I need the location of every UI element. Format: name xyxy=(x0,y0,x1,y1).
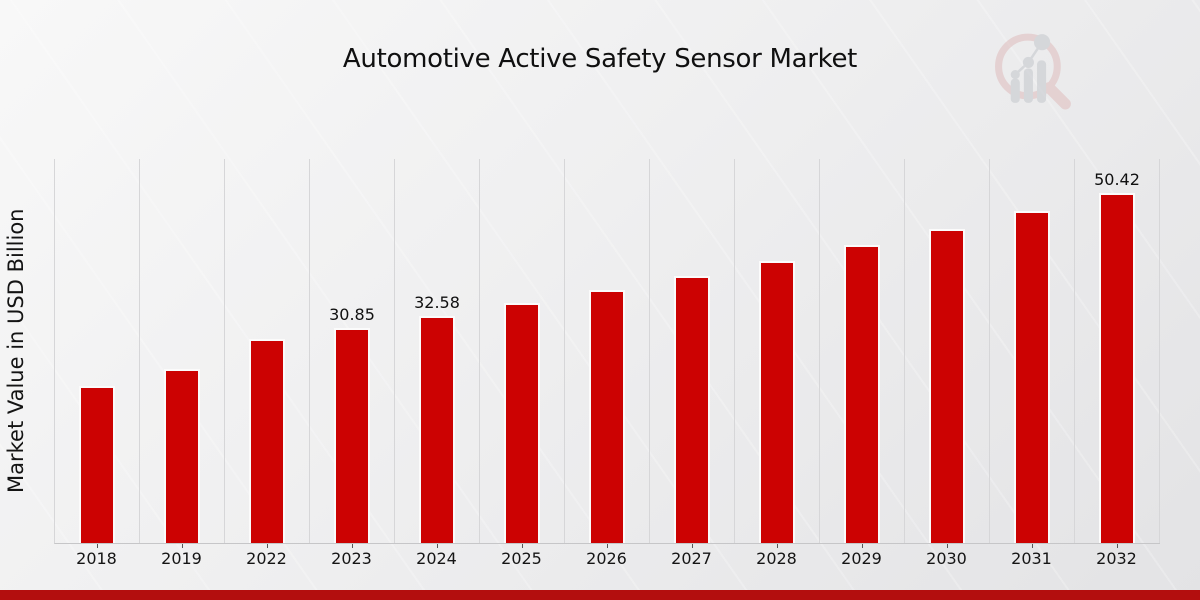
x-axis-tick xyxy=(97,544,98,548)
x-tick-label-2022: 2022 xyxy=(246,549,287,568)
x-axis-tick xyxy=(437,544,438,548)
bar-2030 xyxy=(929,229,965,543)
brand-logo-watermark-icon xyxy=(995,33,1071,110)
plot-column-2023: 30.85 xyxy=(310,159,395,548)
x-axis-tick xyxy=(862,544,863,548)
bar-2023 xyxy=(334,328,370,543)
x-tick-label-2027: 2027 xyxy=(671,549,712,568)
plot-column-2028 xyxy=(735,159,820,548)
x-axis-tick xyxy=(267,544,268,548)
plot-column-2024: 32.58 xyxy=(395,159,480,548)
x-tick-label-2019: 2019 xyxy=(161,549,202,568)
plot-column-2026 xyxy=(565,159,650,548)
x-tick-label-2018: 2018 xyxy=(76,549,117,568)
plot-column-2025 xyxy=(480,159,565,548)
plot-column-2029 xyxy=(820,159,905,548)
x-axis-tick xyxy=(692,544,693,548)
x-tick-label-2023: 2023 xyxy=(331,549,372,568)
x-tick-label-2028: 2028 xyxy=(756,549,797,568)
x-tick-label-2032: 2032 xyxy=(1096,549,1137,568)
plot-column-2030 xyxy=(905,159,990,548)
bar-2025 xyxy=(504,303,540,543)
bar-value-label-2032: 50.42 xyxy=(1094,170,1140,189)
bar-2028 xyxy=(759,261,795,543)
x-axis-tick xyxy=(182,544,183,548)
plot-column-2019 xyxy=(140,159,225,548)
x-axis-tick xyxy=(947,544,948,548)
plot-column-2027 xyxy=(650,159,735,548)
bar-2031 xyxy=(1014,211,1050,543)
bar-2029 xyxy=(844,245,880,543)
x-tick-label-2026: 2026 xyxy=(586,549,627,568)
x-tick-label-2030: 2030 xyxy=(926,549,967,568)
x-tick-label-2025: 2025 xyxy=(501,549,542,568)
chart-title: Automotive Active Safety Sensor Market xyxy=(342,44,858,74)
x-tick-label-2029: 2029 xyxy=(841,549,882,568)
plot-area: 30.85 32.58 50.42 xyxy=(54,159,1160,548)
bar-2024 xyxy=(419,316,455,543)
y-axis-label: Market Value in USD Billion xyxy=(4,208,28,494)
x-axis-tick xyxy=(1032,544,1033,548)
x-axis-tick xyxy=(522,544,523,548)
x-axis-labels: 2018 2019 2022 2023 2024 2025 2026 2027 2028 2029… xyxy=(54,549,1159,568)
plot-column-2031 xyxy=(990,159,1075,548)
bar-2032 xyxy=(1099,193,1135,543)
bar-value-label-2023: 30.85 xyxy=(329,305,375,324)
bar-2019 xyxy=(164,369,200,543)
bar-2018 xyxy=(79,386,115,543)
bar-2022 xyxy=(249,339,285,543)
x-tick-label-2031: 2031 xyxy=(1011,549,1052,568)
x-axis-tick xyxy=(777,544,778,548)
x-axis-tick xyxy=(607,544,608,548)
plot-column-2022 xyxy=(225,159,310,548)
x-axis-tick xyxy=(1117,544,1118,548)
x-axis-tick xyxy=(352,544,353,548)
bar-2026 xyxy=(589,290,625,543)
plot-column-2018 xyxy=(55,159,140,548)
bar-value-label-2024: 32.58 xyxy=(414,293,460,312)
bar-2027 xyxy=(674,276,710,543)
footer-red-band xyxy=(0,590,1200,600)
plot-column-2032: 50.42 xyxy=(1075,159,1160,548)
x-tick-label-2024: 2024 xyxy=(416,549,457,568)
